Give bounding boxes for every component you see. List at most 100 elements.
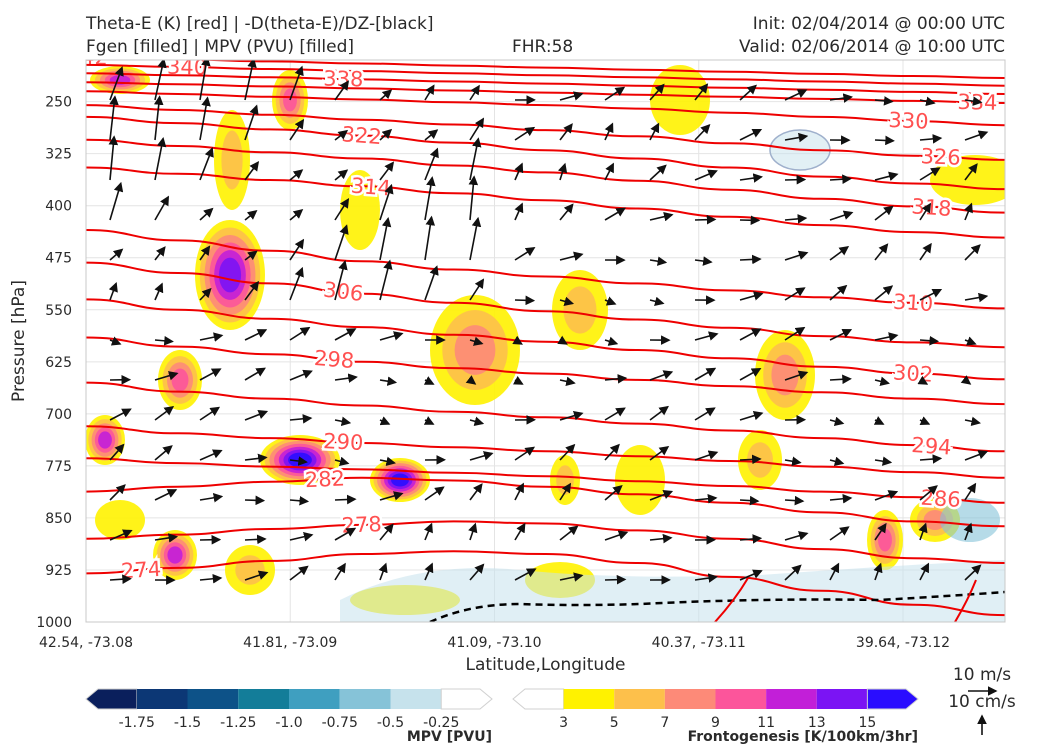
wind-vector: [514, 568, 537, 581]
wind-vector: [199, 493, 224, 503]
colorbar-tick-label: 15: [858, 715, 876, 731]
wind-vector: [109, 408, 132, 421]
wind-vector: [379, 217, 392, 261]
wind-vector: [289, 565, 309, 581]
theta-e-contour: [86, 457, 1005, 504]
x-tick-label: 40.37, -73.11: [652, 635, 746, 651]
wind-vector: [784, 564, 802, 581]
wind-vector: [514, 482, 524, 501]
wind-vector: [199, 147, 214, 181]
wind-vector: [379, 376, 398, 386]
wind-vector: [424, 129, 439, 141]
wind-vector: [829, 174, 852, 185]
wind-vector: [514, 162, 524, 181]
mpv-fill: [340, 560, 1005, 622]
wind-vector: [919, 242, 932, 261]
wind-vector: [244, 209, 258, 221]
wind-vector: [559, 296, 575, 306]
theta-e-label: 282: [304, 466, 345, 492]
wind-vector: [154, 371, 179, 381]
wind-vector: [739, 128, 763, 141]
wind-vector: [739, 495, 760, 506]
wind-vector: [154, 246, 166, 261]
wind-vector: [829, 416, 845, 426]
colorbar-tick-label: 9: [711, 715, 720, 731]
plot-frame: [85, 59, 1006, 623]
wind-vector: [559, 91, 584, 101]
theta-e-label: 298: [313, 346, 355, 373]
wind-vector: [379, 259, 393, 301]
frontogenesis-fill: [391, 473, 409, 487]
wind-vector: [244, 250, 258, 261]
wind-vector: [289, 118, 305, 141]
wind-vector: [604, 336, 619, 346]
wind-vector: [154, 336, 174, 346]
wind-vector: [109, 66, 124, 101]
wind-vector: [559, 572, 584, 582]
wind-vector: [874, 490, 899, 501]
wind-vector: [694, 493, 718, 504]
wind-vector: [424, 147, 439, 181]
wind-vector: [829, 562, 840, 581]
wind-vector: [109, 248, 124, 261]
wind-vector: [964, 163, 978, 181]
negative-dthetae-dz-contour: [429, 590, 1005, 622]
wind-vector: [199, 449, 223, 461]
wind-vector: [604, 122, 614, 141]
wind-vector: [829, 329, 853, 341]
wind-vector: [649, 533, 673, 544]
wind-vector: [379, 183, 394, 221]
wind-vector: [469, 483, 483, 501]
y-tick-label: 850: [45, 511, 72, 527]
wind-vector: [423, 416, 435, 425]
frontogenesis-fill: [171, 368, 189, 392]
wind-vector: [559, 482, 572, 501]
wind-vector: [874, 96, 894, 106]
wind-vector: [559, 411, 584, 421]
theta-e-contour: [86, 63, 1005, 87]
wind-vector: [919, 416, 931, 426]
y-tick-label: 325: [45, 147, 72, 163]
theta-e-contour: [86, 138, 1005, 214]
frontogenesis-fill: [221, 130, 243, 190]
frontogenesis-fill: [235, 555, 265, 585]
theta-e-contour: [714, 577, 749, 622]
mpv-fill: [940, 498, 1000, 542]
wind-vector: [694, 214, 717, 225]
wind-vector: [334, 328, 357, 341]
wind-vector: [109, 443, 125, 461]
wind-vector: [964, 336, 977, 346]
wind-vector: [649, 122, 660, 141]
wind-vector: [784, 214, 808, 224]
wind-vector: [964, 564, 982, 581]
wind-vector: [244, 104, 259, 141]
wind-vector: [559, 251, 584, 261]
wind-vector: [649, 83, 665, 101]
wind-vector: [469, 278, 485, 301]
wind-vector: [559, 443, 576, 461]
wind-vector: [919, 485, 938, 501]
wind-vector: [244, 495, 266, 506]
wind-vector: [963, 202, 973, 221]
wind-vector: [784, 370, 809, 381]
x-axis-label: Latitude,Longitude: [466, 655, 626, 675]
wind-vector: [784, 174, 807, 185]
colorbar-tick-label: 11: [757, 715, 775, 731]
wind-vector: [379, 89, 393, 101]
wind-vector: [604, 484, 623, 501]
wind-vector: [649, 164, 667, 181]
theta-e-contour: [86, 381, 1005, 453]
wind-vector: [109, 95, 119, 141]
wind-vector: [604, 407, 626, 421]
wind-vector: [154, 533, 179, 543]
wind-vector: [514, 202, 524, 221]
wind-vector: [512, 375, 524, 385]
wind-vector: [964, 292, 989, 303]
wind-vector: [874, 171, 899, 181]
wind-vector: [244, 410, 269, 421]
wind-vector: [557, 335, 568, 345]
wind-vector: [784, 495, 805, 506]
wind-vector: [739, 410, 764, 421]
wind-vector: [874, 522, 887, 541]
frontogenesis-fill: [878, 528, 892, 552]
